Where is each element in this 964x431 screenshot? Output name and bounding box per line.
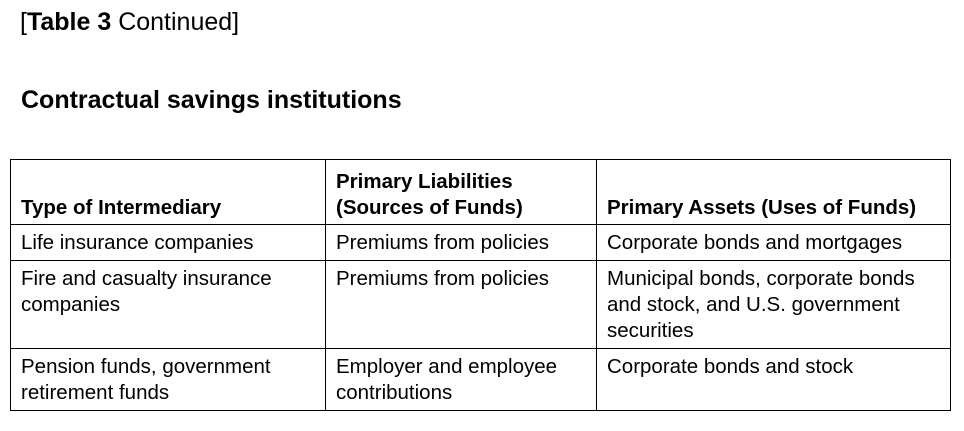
caption-table-label: Table 3 bbox=[26, 8, 112, 36]
cell-assets: Corporate bonds and mortgages bbox=[596, 224, 951, 261]
intermediaries-table: Type of Intermediary Primary Liabilities… bbox=[10, 159, 951, 411]
cell-intermediary-type: Life insurance companies bbox=[10, 224, 326, 261]
table-row: Fire and casualty insurance companies Pr… bbox=[10, 260, 951, 349]
cell-liabilities: Premiums from policies bbox=[325, 260, 597, 349]
header-primary-liabilities: Primary Liabilities (Sources of Funds) bbox=[325, 159, 597, 225]
caption-continued: Continued] bbox=[111, 8, 240, 36]
cell-assets: Corporate bonds and stock bbox=[596, 348, 951, 411]
table-row: Life insurance companies Premiums from p… bbox=[10, 224, 951, 261]
cell-intermediary-type: Pension funds, government retirement fun… bbox=[10, 348, 326, 411]
section-title: Contractual savings institutions bbox=[21, 86, 402, 114]
cell-intermediary-type: Fire and casualty insurance companies bbox=[10, 260, 326, 349]
table-caption: [Table 3 Continued] bbox=[20, 6, 239, 38]
cell-liabilities: Employer and employee contributions bbox=[325, 348, 597, 411]
cell-assets: Municipal bonds, corporate bonds and sto… bbox=[596, 260, 951, 349]
cell-liabilities: Premiums from policies bbox=[325, 224, 597, 261]
table-row: Pension funds, government retirement fun… bbox=[10, 348, 951, 411]
caption-open-bracket: [ bbox=[20, 8, 27, 36]
table-header-row: Type of Intermediary Primary Liabilities… bbox=[10, 159, 951, 225]
header-primary-assets: Primary Assets (Uses of Funds) bbox=[596, 159, 951, 225]
header-type-of-intermediary: Type of Intermediary bbox=[10, 159, 326, 225]
